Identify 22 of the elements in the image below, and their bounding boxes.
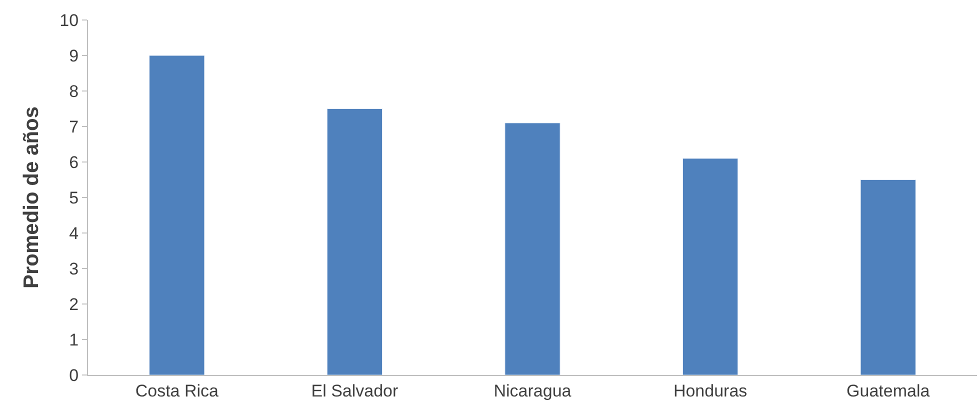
y-tick-label: 4 <box>69 224 79 243</box>
y-tick-label: 5 <box>69 188 79 208</box>
x-tick-label: Costa Rica <box>135 381 220 400</box>
y-tick-label: 1 <box>69 330 79 350</box>
x-tick-label: Nicaragua <box>494 381 572 400</box>
x-tick-label: Honduras <box>673 381 748 400</box>
x-tick-label: Guatemala <box>846 381 930 400</box>
bar <box>682 158 738 375</box>
y-tick-label: 3 <box>69 259 79 278</box>
y-axis-title: Promedio de años <box>20 106 43 289</box>
bar <box>860 180 916 375</box>
y-tick-label: 7 <box>69 117 79 136</box>
x-tick-label: El Salvador <box>311 381 399 400</box>
bar <box>504 122 560 375</box>
y-tick-label: 6 <box>69 152 79 172</box>
y-tick-label: 0 <box>69 366 79 385</box>
bar <box>326 108 383 375</box>
y-tick-label: 2 <box>69 294 79 314</box>
y-tick-label: 8 <box>69 82 79 101</box>
bar <box>149 55 205 375</box>
y-tick-label: 10 <box>60 10 79 30</box>
y-tick-label: 9 <box>69 46 79 66</box>
